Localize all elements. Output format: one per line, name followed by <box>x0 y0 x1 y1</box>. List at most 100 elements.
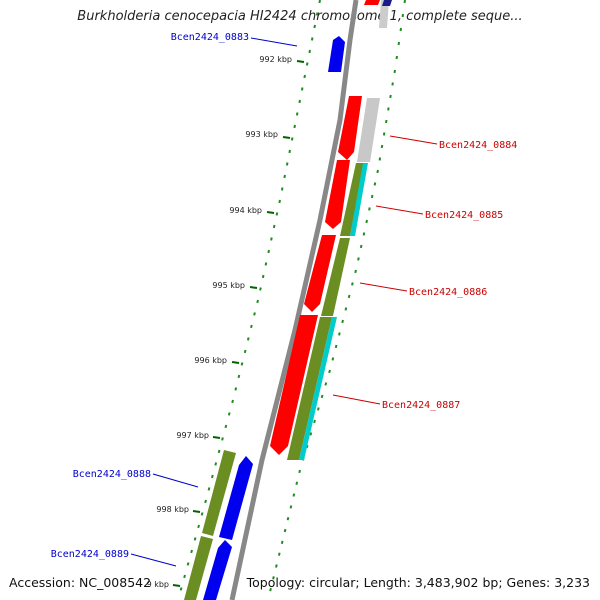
dotted-ring-dash <box>246 337 250 341</box>
accession-text: Accession: NC_008542 <box>9 575 152 590</box>
dotted-ring-dash <box>334 344 338 349</box>
inner-dotted-ring <box>179 0 321 591</box>
gene-bcen2424-0888[interactable] <box>219 456 253 540</box>
dotted-ring-dash <box>193 537 197 541</box>
kbp-labels: 992 kbp 993 kbp 994 kbp 995 kbp 996 kbp … <box>147 55 292 589</box>
dotted-ring-dash <box>359 244 363 249</box>
gene-top-red-partial[interactable] <box>364 0 380 5</box>
dotted-ring-dash <box>391 82 394 86</box>
dotted-ring-dash <box>382 132 386 136</box>
dotted-ring-dash <box>204 499 207 504</box>
gene-label-0885[interactable]: Bcen2424_0885 <box>425 210 503 221</box>
kbp-label-995: 995 kbp <box>212 281 245 290</box>
dotted-ring-dash <box>351 282 354 286</box>
dotted-ring-dash <box>243 349 247 354</box>
dotted-ring-dash <box>285 162 289 166</box>
gene-label-0887[interactable]: Bcen2424_0887 <box>382 400 460 411</box>
dotted-ring-dash <box>288 149 291 154</box>
dotted-ring-dash <box>387 107 390 111</box>
dotted-ring-dash <box>324 382 328 386</box>
dotted-ring-dash <box>280 540 284 545</box>
genome-summary-text: Topology: circular; Length: 3,483,902 bp… <box>246 575 590 590</box>
dotted-ring-dash <box>303 74 306 79</box>
kbp-label-997: 997 kbp <box>176 431 209 440</box>
gene-bcen2424-0889[interactable] <box>203 540 232 600</box>
dotted-ring-dash <box>280 187 284 191</box>
dotted-ring-dash <box>320 394 324 399</box>
genome-backbone <box>229 0 359 600</box>
gene-label-0886[interactable]: Bcen2424_0886 <box>409 287 487 298</box>
dotted-ring-dash <box>237 374 241 379</box>
cog-band-0888 <box>202 450 236 536</box>
dotted-ring-dash <box>315 12 319 16</box>
dotted-ring-dash <box>224 424 228 429</box>
dotted-ring-dash <box>341 319 344 324</box>
dotted-ring-dash <box>197 524 200 529</box>
dotted-ring-dash <box>275 212 279 216</box>
gene-bcen2424-0885[interactable] <box>325 160 350 229</box>
dotted-ring-dash <box>253 312 256 316</box>
dotted-ring-dash <box>316 407 320 411</box>
gene-bcen2424-0887[interactable] <box>270 315 318 455</box>
kbp-label-998: 998 kbp <box>156 505 189 514</box>
cyan-band-0887 <box>299 317 337 460</box>
gene-label-0889[interactable]: Bcen2424_0889 <box>51 549 129 560</box>
gene-label-0888[interactable]: Bcen2424_0888 <box>73 469 151 480</box>
kbp-ticks <box>172 60 305 587</box>
dotted-ring-dash <box>289 505 293 509</box>
gene-label-0884[interactable]: Bcen2424_0884 <box>439 140 517 151</box>
dotted-ring-dash <box>310 37 314 41</box>
dotted-ring-dash <box>186 562 190 566</box>
gene-bcen2424-0883[interactable] <box>328 36 345 72</box>
dotted-ring-dash <box>207 487 211 491</box>
dotted-ring-dash <box>292 493 296 497</box>
cog-band-0887 <box>287 317 332 460</box>
dotted-ring-dash <box>250 324 253 329</box>
dotted-ring-dash <box>227 412 231 416</box>
dotted-ring-dash <box>318 0 321 4</box>
dotted-ring-dash <box>256 299 259 304</box>
dotted-ring-dash <box>344 307 348 311</box>
gene-label-0883[interactable]: Bcen2424_0883 <box>171 32 249 43</box>
dotted-ring-dash <box>300 87 304 91</box>
cog-gray-band <box>357 98 380 162</box>
dotted-ring-dash <box>373 182 377 186</box>
dotted-ring-dash <box>308 49 311 54</box>
dotted-ring-dash <box>272 576 275 580</box>
gene-labels: Bcen2424_0883 Bcen2424_0884 Bcen2424_088… <box>51 32 518 560</box>
dotted-ring-dash <box>305 62 309 66</box>
dotted-ring-dash <box>380 144 384 149</box>
dotted-ring-dash <box>295 112 299 116</box>
kbp-label-992: 992 kbp <box>259 55 292 64</box>
dotted-ring-dash <box>298 469 301 474</box>
dotted-ring-dash <box>283 174 286 179</box>
dotted-ring-dash <box>277 552 281 556</box>
dotted-ring-dash <box>376 169 379 174</box>
dotted-ring-dash <box>267 249 270 254</box>
gene-top-gray-partial[interactable] <box>379 0 389 28</box>
dotted-ring-dash <box>234 387 238 391</box>
dotted-ring-dash <box>214 462 218 466</box>
gene-bcen2424-0886[interactable] <box>304 235 336 312</box>
kbp-label-993: 993 kbp <box>245 130 278 139</box>
dotted-ring-dash <box>313 419 316 424</box>
kbp-label-996: 996 kbp <box>194 356 227 365</box>
dotted-ring-dash <box>217 449 221 454</box>
dotted-ring-dash <box>331 357 335 361</box>
dotted-ring-dash <box>272 224 276 229</box>
dotted-ring-dash <box>365 219 368 224</box>
gene-top-blue-partial[interactable] <box>382 0 392 6</box>
dotted-ring-dash <box>368 207 371 211</box>
gene-bcen2424-0884[interactable] <box>338 96 362 160</box>
dotted-ring-dash <box>278 199 281 204</box>
dotted-ring-dash <box>309 432 313 436</box>
cog-band-0889 <box>184 536 213 600</box>
dotted-ring-dash <box>313 24 316 29</box>
dotted-ring-dash <box>270 237 273 241</box>
dotted-ring-dash <box>190 549 193 554</box>
dotted-ring-dash <box>393 69 396 74</box>
cog-band-0885 <box>340 163 364 236</box>
dotted-ring-dash <box>200 512 204 516</box>
dotted-ring-dash <box>283 528 287 533</box>
